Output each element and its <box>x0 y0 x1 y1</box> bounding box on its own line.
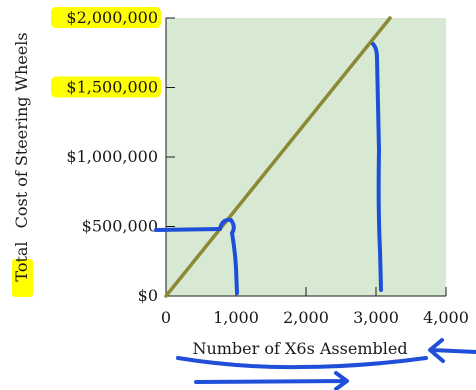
x-tick-label: 1,000 <box>213 308 259 327</box>
y-axis-title-rest: Cost of Steering Wheels <box>12 32 31 228</box>
annotation-loop-1000 <box>218 217 239 295</box>
x-axis-title: Number of X6s Assembled <box>192 339 407 358</box>
annotation-vertical-3000 <box>371 42 383 292</box>
annotation-underline <box>176 356 428 370</box>
x-tick-label: 4,000 <box>423 308 469 327</box>
y-tick-label: $500,000 <box>82 217 158 236</box>
x-tick-label: 0 <box>161 308 171 327</box>
y-ticks: $0 $500,000 $1,000,000 $1,500,000 $2,000,000 <box>51 7 175 305</box>
annotation-horizontal-stroke <box>154 227 222 232</box>
plot-area <box>166 18 446 296</box>
y-tick-label: $1,500,000 <box>66 78 158 97</box>
y-axis-title-prefix: Total <box>12 241 31 281</box>
x-tick-label: 2,000 <box>283 308 329 327</box>
annotation-arrow-left <box>428 338 476 363</box>
svg-text:Total Cost of Steering W: Total Cost of Steering Wheels <box>12 32 31 281</box>
hand-annotations <box>154 42 476 390</box>
y-tick-label: $1,000,000 <box>66 147 158 166</box>
cost-series-line <box>164 16 392 298</box>
y-tick-label: $0 <box>138 286 158 305</box>
annotation-arrow-right <box>194 371 349 390</box>
y-tick-label: $2,000,000 <box>66 8 158 27</box>
y-axis-title: Total Cost of Steering Wheels <box>12 32 33 297</box>
y-tick-highlight <box>51 7 161 28</box>
y-axis-title-highlight <box>12 259 33 297</box>
x-tick-label: 3,000 <box>353 308 399 327</box>
y-tick-highlight <box>51 76 161 98</box>
